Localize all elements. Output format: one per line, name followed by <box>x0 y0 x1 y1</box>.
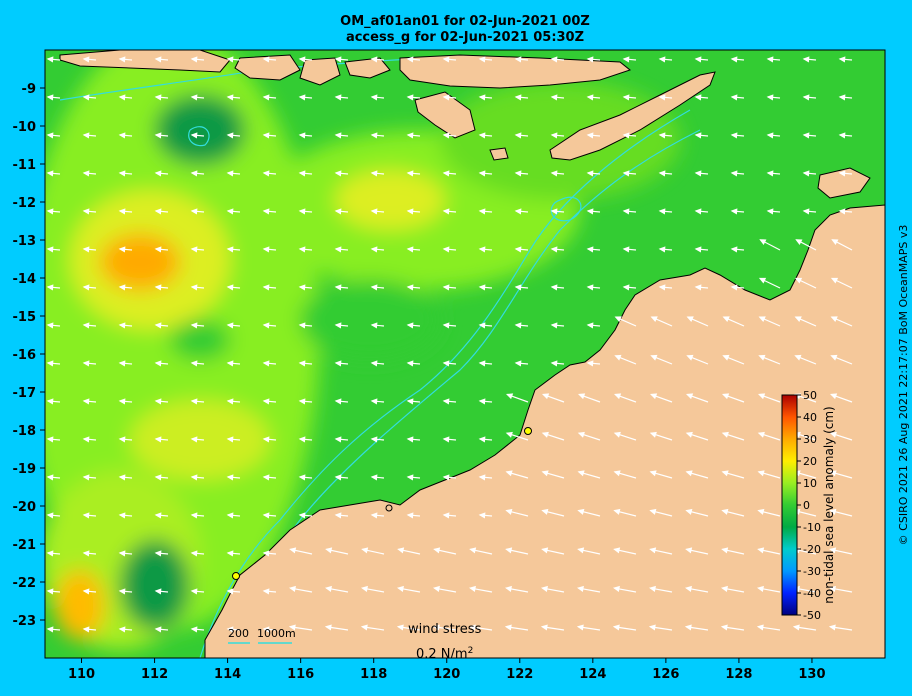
lat-tick-label: -9 <box>22 82 36 97</box>
lon-tick-label: 124 <box>579 667 606 682</box>
map-titles: OM_af01an01 for 02-Jun-2021 00Z access_g… <box>0 14 912 46</box>
lon-tick-label: 112 <box>141 667 168 682</box>
lon-tick-label: 110 <box>68 667 95 682</box>
colorbar-label: non-tidal sea level anomaly (cm) <box>822 406 836 603</box>
colorbar-tick-label: -30 <box>803 565 821 578</box>
lon-tick-label: 128 <box>725 667 752 682</box>
islands <box>59 50 871 199</box>
wind-legend-title: wind stress <box>408 622 482 637</box>
colorbar-tick-label: -10 <box>803 521 821 534</box>
lat-tick-label: -23 <box>13 614 37 629</box>
lat-tick-label: -10 <box>13 120 37 135</box>
lat-tick-label: -19 <box>13 462 37 477</box>
wind-stress-arrows <box>46 56 853 633</box>
sea-level-anomaly-field <box>45 50 680 650</box>
lat-tick-label: -16 <box>13 348 37 363</box>
depth-label-200: 200 <box>228 627 249 640</box>
colorbar-tick-label: -20 <box>803 543 821 556</box>
lat-tick-label: -22 <box>13 576 37 591</box>
lon-tick-label: 126 <box>652 667 679 682</box>
latitude-axis: -9 -10 -11 -12 -13 -14 -15 -16 -17 -18 -19 -20 -21 -2… <box>13 82 45 629</box>
lon-tick-label: 130 <box>798 667 825 682</box>
colorbar-tick-label: 0 <box>803 499 810 512</box>
lat-tick-label: -12 <box>13 196 37 211</box>
colorbar-tick-label: 50 <box>803 389 817 402</box>
land-australia <box>204 204 885 658</box>
lat-tick-label: -17 <box>13 386 37 401</box>
depth-legend: 200 1000m <box>228 627 296 644</box>
map-area[interactable]: 200 1000m wind stress 0.2 N/m2 <box>20 30 885 662</box>
lat-tick-label: -20 <box>13 500 37 515</box>
lat-tick-label: -11 <box>13 158 37 173</box>
longitude-axis: 110 112 114 116 118 120 122 124 126 128 130 <box>68 658 826 682</box>
colorbar: 50 40 30 20 10 0 -10 -20 -30 -40 -50 non-tidal sea… <box>781 389 836 622</box>
title-line-2: access_g for 02-Jun-2021 05:30Z <box>345 30 585 45</box>
colorbar-tick-label: 10 <box>803 477 817 490</box>
lon-tick-label: 114 <box>214 667 241 682</box>
lat-tick-label: -15 <box>13 310 37 325</box>
colorbar-tick-label: 30 <box>803 433 817 446</box>
station-markers <box>232 427 532 580</box>
lat-tick-label: -18 <box>13 424 37 439</box>
colorbar-tick-label: 40 <box>803 411 817 424</box>
wind-legend: wind stress 0.2 N/m2 <box>408 622 482 662</box>
lon-tick-label: 118 <box>360 667 387 682</box>
lat-tick-label: -13 <box>13 234 37 249</box>
lon-tick-label: 122 <box>506 667 533 682</box>
wind-legend-value: 0.2 N/m2 <box>416 646 473 662</box>
colorbar-tick-label: -50 <box>803 609 821 622</box>
colorbar-tick-label: 20 <box>803 455 817 468</box>
depth-label-1000: 1000m <box>257 627 296 640</box>
lon-tick-label: 116 <box>287 667 314 682</box>
colorbar-gradient <box>781 394 798 616</box>
lat-tick-label: -14 <box>13 272 37 287</box>
credit-text: © CSIRO 2021 26 Aug 2021 22:17:07 BoM Oc… <box>897 225 910 546</box>
lat-tick-label: -21 <box>13 538 37 553</box>
colorbar-tick-label: -40 <box>803 587 821 600</box>
lon-tick-label: 120 <box>433 667 460 682</box>
title-line-1: OM_af01an01 for 02-Jun-2021 00Z <box>340 14 590 29</box>
